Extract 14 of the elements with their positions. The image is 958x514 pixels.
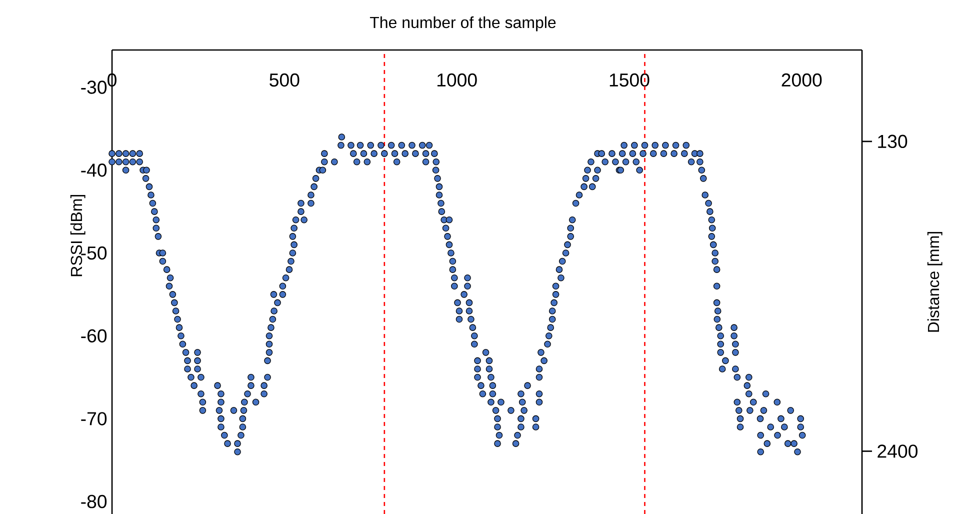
x-tick-label: 1500 [610,73,650,87]
y-tick-label: -30 [81,80,107,94]
y-tick-label: -60 [81,329,107,342]
y2-axis-title: Distance [mm] [927,232,942,332]
x-tick-label: 500 [270,73,300,87]
y-tick-label: -40 [81,164,107,177]
x-tick-label: 2000 [782,73,822,87]
y-tick-label: -50 [81,246,107,260]
y-tick-label: -70 [81,412,107,426]
y2-tick-label: 2400 [878,444,918,458]
y2-tick-label: 130 [878,134,908,148]
x-tick-label: 1000 [437,73,477,87]
y-tick-label: -80 [81,494,107,508]
x-axis-title: The number of the sample [370,16,556,32]
